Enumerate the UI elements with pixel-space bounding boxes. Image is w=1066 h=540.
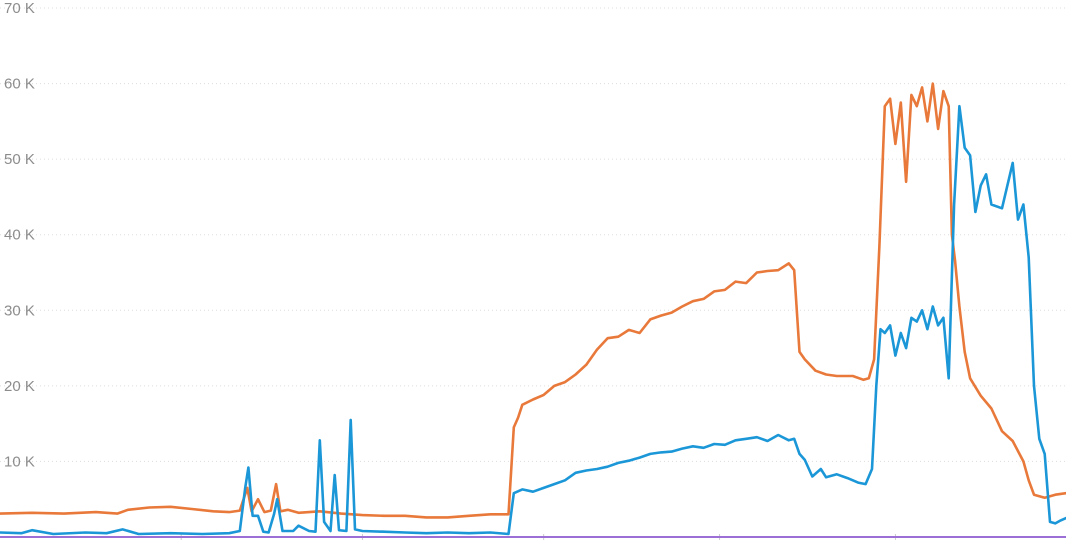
series-lines (0, 82, 1066, 538)
series-line-0 (0, 82, 1066, 519)
series-line-1 (0, 104, 1066, 536)
grid (0, 7, 1066, 462)
y-tick-label: 50 K (4, 151, 35, 168)
y-tick-label: 20 K (4, 378, 35, 395)
y-tick-label: 10 K (4, 453, 35, 470)
y-axis-labels: 10 K 20 K 30 K 40 K 50 K 60 K 70 K (4, 0, 35, 470)
y-tick-label: 70 K (4, 0, 35, 17)
y-tick-label: 60 K (4, 76, 35, 93)
y-tick-label: 30 K (4, 302, 35, 319)
y-tick-label: 40 K (4, 227, 35, 244)
